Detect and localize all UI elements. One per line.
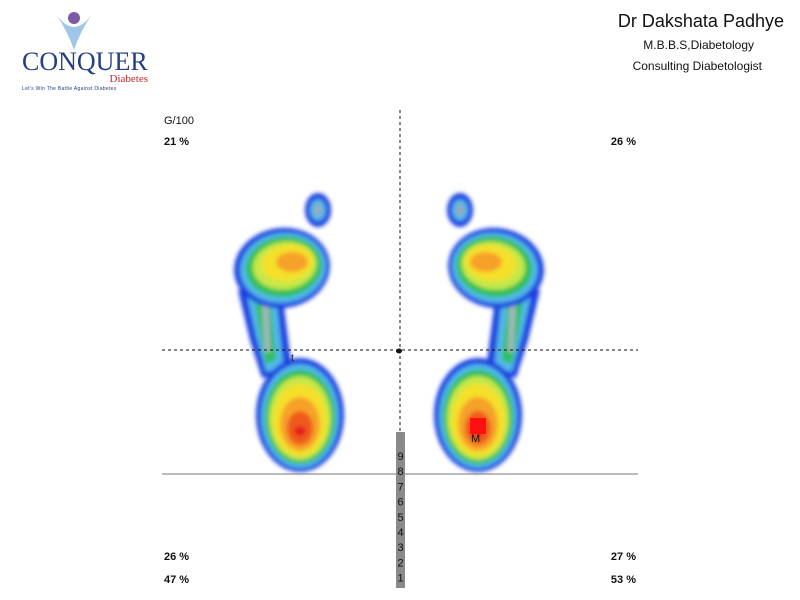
scale-label: 4 xyxy=(397,527,403,539)
bottom-right-pct: 27 % xyxy=(611,551,636,563)
logo-name: CONQUER xyxy=(22,47,148,76)
scale-label: 6 xyxy=(397,497,403,509)
scale-labels: 9 8 7 6 5 4 3 2 1 xyxy=(397,451,403,585)
bottom-left-pct: 26 % xyxy=(164,551,189,563)
scale-label: 7 xyxy=(397,481,403,493)
scale-label: 8 xyxy=(397,466,403,478)
unit: G/100 xyxy=(164,115,194,127)
left-foot xyxy=(228,193,344,472)
left-marker: t xyxy=(291,353,294,364)
logo: CONQUER Diabetes Let's Win The Battle Ag… xyxy=(22,12,148,92)
scale-label: 9 xyxy=(397,451,403,463)
role: Consulting Diabetologist xyxy=(633,59,763,73)
scale-label: 5 xyxy=(397,512,403,524)
scale-bar xyxy=(396,432,405,588)
top-left-pct: 21 % xyxy=(164,136,189,148)
right-marker: M xyxy=(471,433,480,445)
scale-label: 1 xyxy=(397,573,403,585)
doctor-name: Dr Dakshata Padhye xyxy=(618,11,784,31)
right-foot xyxy=(434,193,550,472)
logo-tagline: Let's Win The Battle Against Diabetes xyxy=(22,86,117,92)
max-point xyxy=(470,418,486,434)
pressure-map xyxy=(228,193,550,472)
center-point xyxy=(396,348,402,354)
degree: M.B.B.S,Diabetology xyxy=(643,38,754,52)
scale-label: 3 xyxy=(397,542,403,554)
top-right-pct: 26 % xyxy=(611,136,636,148)
logo-sub: Diabetes xyxy=(110,73,148,85)
total-right-pct: 53 % xyxy=(611,574,636,586)
scale-label: 2 xyxy=(397,557,403,569)
total-left-pct: 47 % xyxy=(164,574,189,586)
